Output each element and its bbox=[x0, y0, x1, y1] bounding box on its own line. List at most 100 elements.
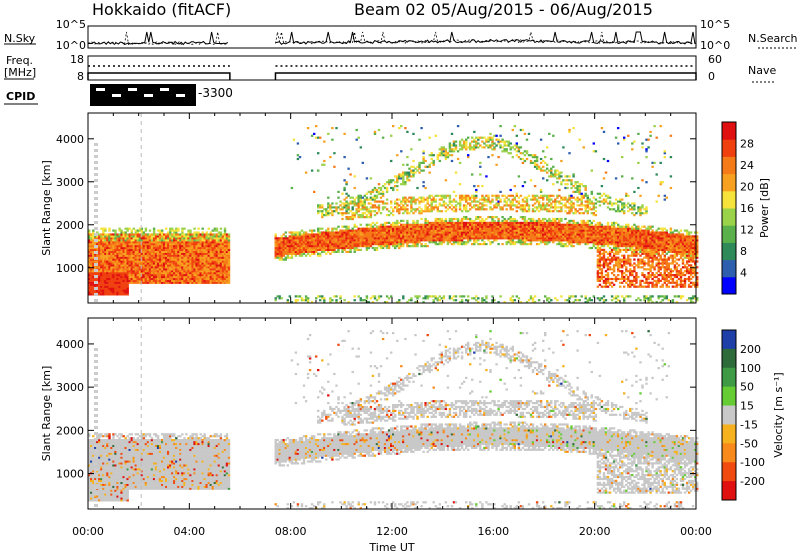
power-cell bbox=[201, 241, 204, 244]
power-cell bbox=[438, 223, 441, 226]
power-cell bbox=[110, 291, 113, 294]
power-cell bbox=[438, 194, 441, 197]
power-cell bbox=[120, 291, 123, 294]
power-cell bbox=[158, 250, 162, 253]
power-cell bbox=[181, 258, 184, 261]
power-cell bbox=[361, 202, 364, 205]
power-cell bbox=[116, 239, 119, 242]
power-cell bbox=[418, 171, 421, 174]
power-cell bbox=[173, 270, 176, 273]
power-cell bbox=[341, 202, 344, 205]
power-cell bbox=[349, 239, 352, 242]
power-cell bbox=[458, 206, 462, 209]
power-cell bbox=[278, 254, 281, 257]
power-cell bbox=[118, 243, 121, 246]
power-cell bbox=[517, 146, 521, 149]
power-cell bbox=[408, 245, 411, 248]
power-cell bbox=[154, 272, 158, 275]
power-cell bbox=[146, 256, 150, 259]
power-cell bbox=[118, 246, 121, 250]
power-cell bbox=[195, 252, 198, 255]
power-cell bbox=[548, 198, 551, 201]
power-cell bbox=[98, 270, 101, 273]
power-cell bbox=[535, 233, 539, 236]
power-cell bbox=[319, 231, 322, 234]
power-cell bbox=[351, 239, 354, 242]
power-cell bbox=[369, 233, 373, 236]
power-cell bbox=[487, 223, 490, 226]
power-cell bbox=[377, 192, 381, 195]
power-cell bbox=[418, 295, 421, 298]
power-cell bbox=[195, 281, 198, 284]
power-cell bbox=[181, 277, 184, 281]
site-title: Hokkaido (fitACF) bbox=[92, 0, 232, 19]
power-cell bbox=[175, 237, 178, 240]
power-cell bbox=[110, 260, 113, 263]
power-cell bbox=[154, 262, 158, 265]
power-cell bbox=[317, 241, 320, 244]
power-cell bbox=[436, 154, 439, 157]
power-cell bbox=[205, 239, 208, 242]
power-cell bbox=[410, 198, 413, 201]
power-cell bbox=[479, 144, 482, 147]
power-cell bbox=[163, 254, 166, 257]
power-cell bbox=[140, 258, 144, 261]
power-cell bbox=[213, 262, 217, 265]
power-cell bbox=[400, 206, 403, 209]
power-cell bbox=[462, 144, 466, 147]
power-cell bbox=[215, 227, 219, 230]
power-cell bbox=[203, 252, 206, 255]
power-cell bbox=[142, 256, 146, 259]
power-cell bbox=[321, 214, 324, 217]
power-cell bbox=[361, 196, 364, 199]
power-cell bbox=[171, 260, 174, 263]
power-cell bbox=[521, 206, 525, 209]
power-cell bbox=[219, 245, 223, 248]
power-cell bbox=[542, 223, 545, 226]
power-cell bbox=[550, 204, 553, 207]
power-cell bbox=[422, 161, 425, 164]
power-cell bbox=[114, 246, 117, 250]
power-cell bbox=[505, 200, 508, 203]
power-cell bbox=[132, 227, 135, 230]
power-cell bbox=[221, 243, 225, 246]
power-cell bbox=[452, 148, 456, 151]
power-cell bbox=[156, 235, 160, 238]
power-cell bbox=[467, 156, 470, 159]
power-cell bbox=[483, 299, 486, 302]
power-cell bbox=[379, 246, 383, 250]
power-cell bbox=[118, 233, 121, 236]
power-cell bbox=[209, 252, 212, 255]
power-cell bbox=[400, 241, 403, 244]
power-cell bbox=[163, 252, 166, 255]
power-cell bbox=[114, 279, 117, 282]
power-cell bbox=[438, 210, 441, 213]
power-cell bbox=[329, 231, 332, 234]
power-cell bbox=[167, 279, 170, 282]
power-cell bbox=[104, 293, 107, 296]
power-cell bbox=[306, 248, 310, 251]
power-cell bbox=[448, 225, 452, 228]
power-cell bbox=[110, 289, 113, 292]
power-cell bbox=[126, 266, 129, 269]
power-cell bbox=[156, 254, 160, 257]
power-cell bbox=[430, 233, 433, 236]
power-cell bbox=[369, 227, 373, 230]
power-cell bbox=[197, 235, 200, 238]
power-cell bbox=[436, 235, 439, 238]
power-cell bbox=[365, 229, 369, 232]
power-cell bbox=[148, 250, 152, 253]
power-cell bbox=[110, 287, 113, 290]
power-cell bbox=[497, 227, 500, 230]
power-cell bbox=[134, 264, 137, 267]
power-cell bbox=[219, 254, 223, 257]
power-cell bbox=[450, 132, 454, 135]
power-cell bbox=[515, 219, 518, 222]
power-cell bbox=[211, 246, 214, 250]
power-cell bbox=[513, 237, 516, 240]
power-cell bbox=[377, 235, 381, 238]
power-cell bbox=[339, 301, 342, 304]
power-cell bbox=[434, 227, 437, 230]
power-cell bbox=[450, 237, 454, 240]
power-cell bbox=[385, 214, 389, 217]
